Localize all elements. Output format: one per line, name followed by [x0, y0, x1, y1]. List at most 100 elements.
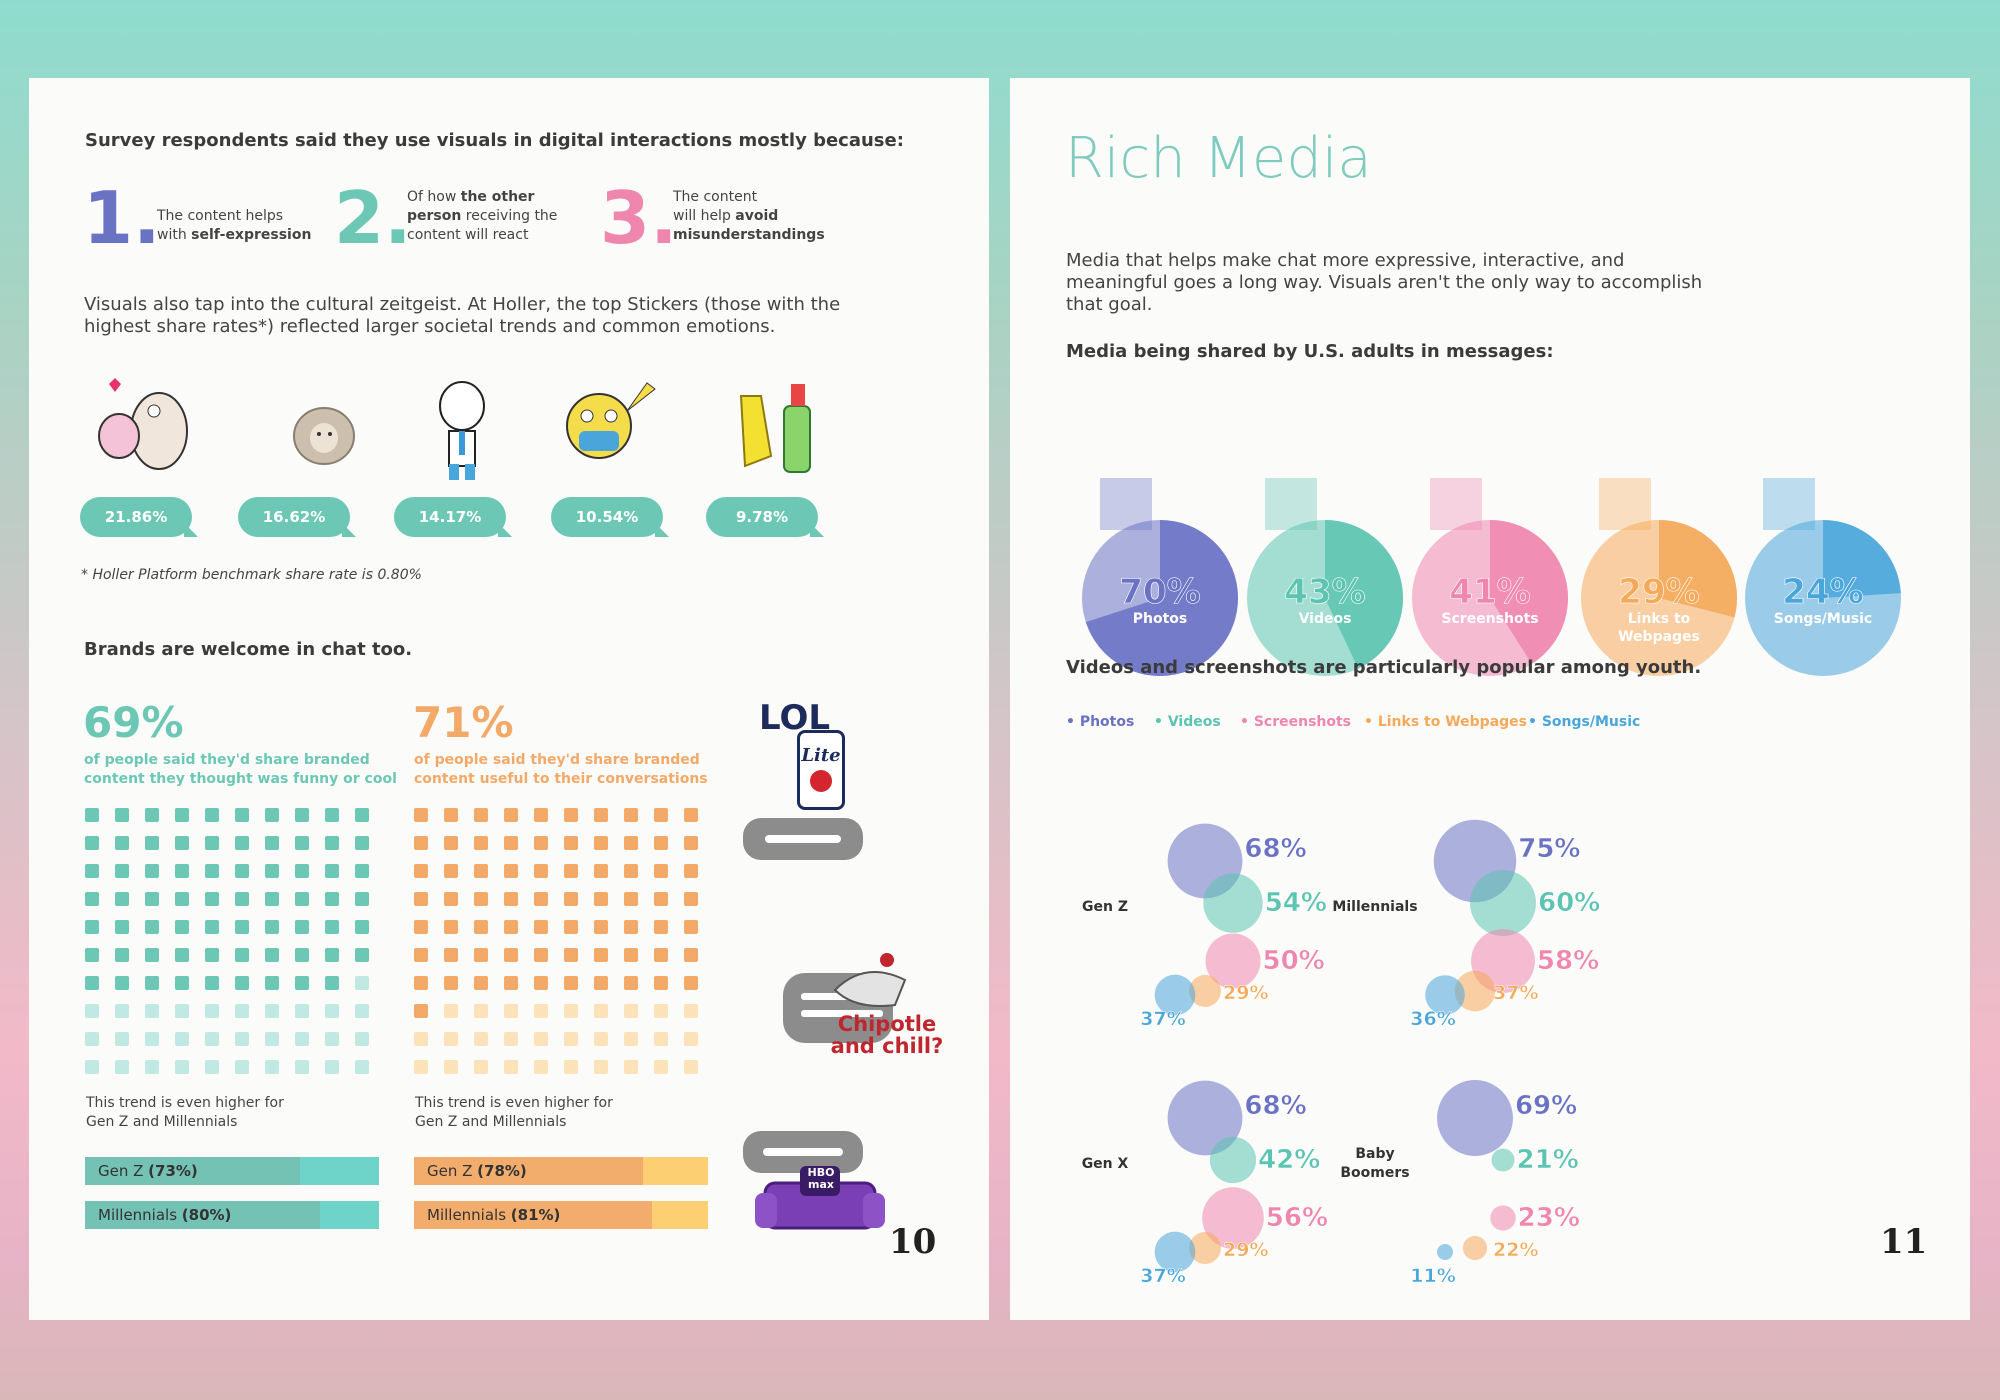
waffle-square [205, 864, 219, 878]
waffle-square [684, 864, 698, 878]
waffle-square [474, 1004, 488, 1018]
waffle-square [85, 976, 99, 990]
waffle-square [175, 836, 189, 850]
waffle-square [594, 892, 608, 906]
waffle-square [504, 1004, 518, 1018]
waffle-square [145, 948, 159, 962]
bubble-value-label: 23% [1518, 1203, 1580, 1233]
waffle-square [444, 808, 458, 822]
waffle-square [624, 976, 638, 990]
waffle-square [654, 1060, 668, 1074]
bubble [1470, 870, 1536, 936]
waffle-square [235, 1004, 249, 1018]
waffle-square [115, 1032, 129, 1046]
sticker-share-rate: 9.78% [706, 497, 824, 537]
pie-videos: 43%Videos [1247, 478, 1403, 676]
waffle-square [325, 976, 339, 990]
waffle-square [265, 948, 279, 962]
waffle-square [265, 836, 279, 850]
waffle-square [205, 1004, 219, 1018]
waffle-square [504, 1032, 518, 1046]
waffle-square [355, 864, 369, 878]
waffle-square [474, 976, 488, 990]
waffle-square [145, 864, 159, 878]
waffle-square [85, 808, 99, 822]
waffle-square [115, 948, 129, 962]
waffle-square [504, 1060, 518, 1074]
pie-slice [1490, 520, 1568, 664]
reason-2-text: Of how the other person receiving the co… [407, 189, 558, 243]
bubble-value-label: 69% [1515, 1091, 1577, 1121]
waffle-square [295, 864, 309, 878]
waffle-square [534, 864, 548, 878]
waffle-square [145, 1032, 159, 1046]
waffle-square [594, 1004, 608, 1018]
bubble-group-gen-z: 68% 54% 50% 29% 37% Gen Z [1082, 823, 1327, 1030]
sticker-share-rate: 10.54% [551, 497, 669, 537]
legend-item: • Songs/Music [1528, 714, 1641, 730]
chipotle-sticker-text: Chipotle and chill? [830, 1012, 944, 1058]
hbo-max-logo: HBO max [807, 1166, 835, 1191]
waffle-square [175, 892, 189, 906]
waffle-square [85, 836, 99, 850]
legend-item: • Photos [1066, 714, 1135, 730]
pie-songs-music: 24%Songs/Music [1745, 478, 1901, 676]
waffle-square [205, 808, 219, 822]
zeitgeist-text: Visuals also tap into the cultural zeitg… [84, 294, 841, 337]
bubble-value-label: 56% [1266, 1203, 1328, 1233]
waffle-square [295, 948, 309, 962]
waffle-square [624, 892, 638, 906]
waffle-square [564, 892, 578, 906]
waffle-square [534, 976, 548, 990]
waffle-square [444, 864, 458, 878]
sticker-share-rate: 16.62% [238, 497, 356, 537]
waffle-square [624, 836, 638, 850]
waffle-square [414, 1004, 428, 1018]
waffle-square [594, 1032, 608, 1046]
waffle-square [145, 976, 159, 990]
squirrel-hug-sticker-icon [98, 378, 188, 470]
pie-value-label: 43% [1284, 572, 1365, 612]
waffle-square [235, 948, 249, 962]
waffle-square [265, 892, 279, 906]
page-number: 11 [1880, 1222, 1928, 1262]
bubble-value-label: 75% [1518, 834, 1580, 864]
waffle-square [85, 948, 99, 962]
bubble-value-label: 37% [1140, 1008, 1185, 1030]
waffle-grid-funny [85, 808, 369, 1074]
stat-funny-value: 69% [83, 698, 184, 747]
waffle-square [355, 808, 369, 822]
waffle-square [414, 976, 428, 990]
generation-label: Baby [1355, 1146, 1394, 1162]
waffle-square [654, 1032, 668, 1046]
waffle-square [594, 920, 608, 934]
bubble-value-label: 22% [1493, 1239, 1538, 1261]
waffle-square [534, 948, 548, 962]
waffle-square [624, 1004, 638, 1018]
waffle-square [684, 1032, 698, 1046]
trend-text-left: This trend is even higher for Gen Z and M… [86, 1095, 284, 1130]
waffle-square [205, 948, 219, 962]
waffle-square [175, 808, 189, 822]
media-pie-chart: 70%Photos43%Videos41%Screenshots29%Links… [1082, 478, 1901, 676]
pie-photos: 70%Photos [1082, 478, 1238, 676]
waffle-square [295, 1060, 309, 1074]
waffle-square [534, 920, 548, 934]
lol-sticker-text: LOL [759, 698, 831, 738]
pie-links-to-webpages: 29%Links to Webpages [1581, 478, 1737, 676]
waffle-square [654, 836, 668, 850]
bubble-value-label: 11% [1410, 1265, 1455, 1287]
waffle-square [624, 808, 638, 822]
waffle-square [474, 864, 488, 878]
bubble-value-label: 29% [1223, 1239, 1268, 1261]
waffle-square [444, 976, 458, 990]
waffle-square [564, 976, 578, 990]
waffle-square [265, 1004, 279, 1018]
waffle-square [504, 920, 518, 934]
waffle-square [175, 920, 189, 934]
media-icon [1763, 478, 1815, 530]
generation-label: Boomers [1340, 1165, 1409, 1181]
waffle-square [235, 864, 249, 878]
waffle-square [444, 836, 458, 850]
waffle-square [205, 976, 219, 990]
